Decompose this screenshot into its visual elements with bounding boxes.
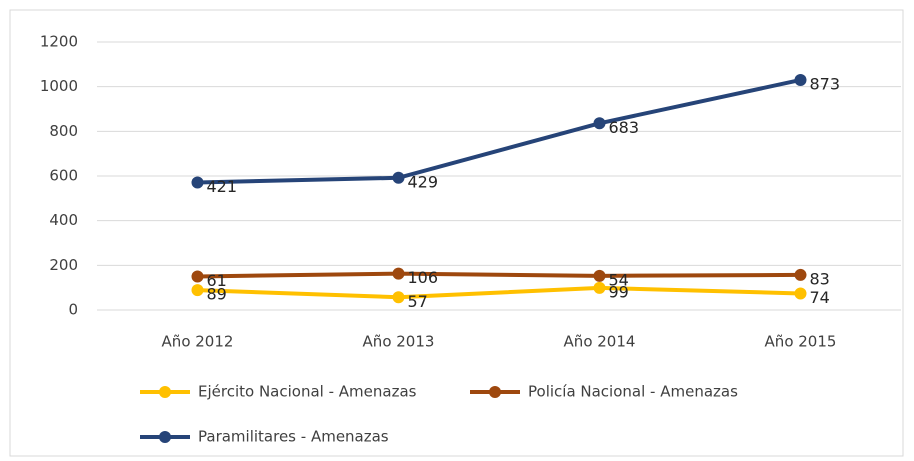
x-tick-label: Año 2015 xyxy=(765,333,837,351)
data-label: 421 xyxy=(207,177,238,196)
data-label: 54 xyxy=(609,270,629,289)
data-point xyxy=(593,281,606,294)
y-tick-label: 0 xyxy=(68,301,78,319)
data-point xyxy=(191,284,204,297)
data-point xyxy=(593,117,606,130)
data-label: 429 xyxy=(408,172,439,191)
data-label: 83 xyxy=(810,269,830,288)
data-point xyxy=(392,291,405,304)
legend-label: Ejército Nacional - Amenazas xyxy=(198,383,417,401)
legend-label: Policía Nacional - Amenazas xyxy=(528,383,738,401)
series-line xyxy=(197,78,801,185)
data-label: 74 xyxy=(810,288,830,307)
y-tick-label: 800 xyxy=(49,122,78,140)
y-tick-label: 1200 xyxy=(40,33,78,51)
y-tick-label: 1000 xyxy=(40,77,78,95)
data-label: 873 xyxy=(810,74,841,93)
data-point xyxy=(191,176,204,189)
series-line xyxy=(197,271,801,279)
data-point xyxy=(794,287,807,300)
series-line xyxy=(197,285,801,300)
data-label: 89 xyxy=(207,285,227,304)
x-tick-label: Año 2012 xyxy=(162,333,234,351)
data-point xyxy=(392,267,405,280)
legend-marker xyxy=(159,431,171,443)
chart-border xyxy=(9,9,904,457)
data-label: 106 xyxy=(408,268,439,287)
data-label: 99 xyxy=(609,282,629,301)
y-tick-label: 400 xyxy=(49,211,78,229)
y-tick-label: 600 xyxy=(49,167,78,185)
data-label: 683 xyxy=(609,118,640,137)
data-point xyxy=(794,268,807,281)
y-tick-label: 200 xyxy=(49,256,78,274)
data-point xyxy=(392,171,405,184)
legend-label: Paramilitares - Amenazas xyxy=(198,428,389,446)
data-point xyxy=(794,73,807,86)
data-point xyxy=(593,269,606,282)
legend-marker xyxy=(159,386,171,398)
data-label: 57 xyxy=(408,292,428,311)
data-point xyxy=(191,270,204,283)
x-tick-label: Año 2013 xyxy=(363,333,435,351)
legend-marker xyxy=(489,386,501,398)
data-label: 61 xyxy=(207,271,227,290)
x-tick-label: Año 2014 xyxy=(564,333,636,351)
